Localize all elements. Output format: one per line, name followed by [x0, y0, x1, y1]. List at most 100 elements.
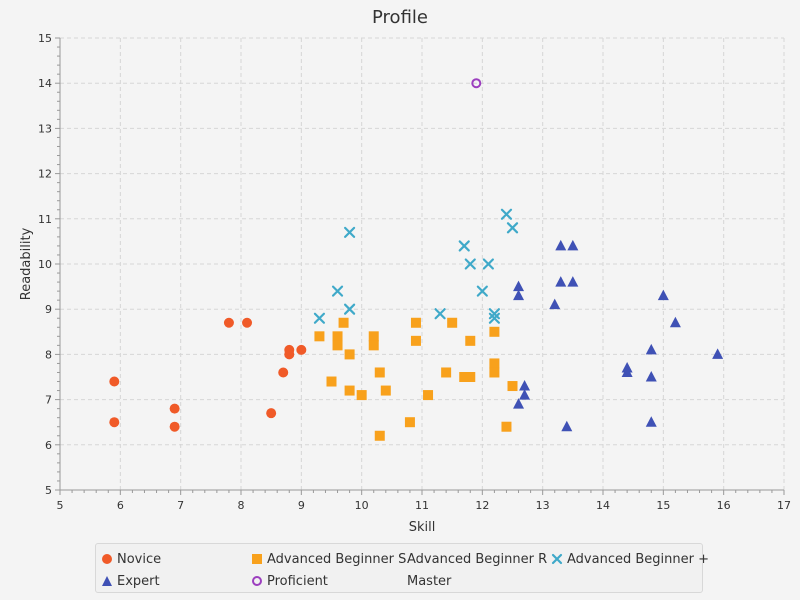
legend-label: Advanced Beginner + [567, 551, 709, 567]
data-point [657, 289, 669, 301]
data-points [109, 78, 724, 441]
x-tick-label: 11 [415, 499, 429, 512]
y-tick-label: 9 [45, 303, 52, 316]
data-point [169, 421, 180, 432]
x-tick-label: 10 [355, 499, 369, 512]
data-point [519, 389, 531, 400]
data-point [368, 331, 379, 342]
data-point [332, 331, 343, 342]
data-point [507, 381, 518, 392]
data-point [489, 367, 500, 378]
x-tick-label: 6 [117, 499, 124, 512]
legend-item-advanced-beginner-r: Advanced Beginner R [407, 550, 547, 568]
data-point [423, 390, 434, 401]
data-point [645, 416, 657, 427]
data-point [296, 344, 307, 355]
legend-label: Proficient [267, 573, 328, 589]
data-point [567, 276, 579, 287]
square-marker-icon [252, 554, 262, 564]
data-point [374, 367, 385, 378]
legend-label: Advanced Beginner R [407, 551, 548, 567]
data-point [500, 208, 513, 220]
x-axis-label: Skill [409, 520, 436, 535]
data-point [555, 276, 567, 287]
data-point [313, 312, 326, 324]
data-point [404, 417, 415, 428]
data-point [476, 285, 488, 297]
data-point [488, 312, 500, 324]
x-tick-label: 13 [536, 499, 550, 512]
legend-item-advanced-beginner-plus: Advanced Beginner + [551, 550, 709, 568]
data-point [169, 403, 180, 414]
data-point [266, 408, 277, 419]
data-point [567, 239, 579, 251]
y-axis-label: Readability [19, 227, 34, 300]
data-point [447, 317, 458, 328]
data-point [465, 372, 476, 382]
x-tick-label: 12 [475, 499, 489, 512]
data-point [464, 258, 476, 270]
data-point [368, 340, 379, 351]
x-tick-label: 15 [656, 499, 670, 512]
data-point [712, 348, 724, 359]
data-point [434, 308, 446, 320]
data-point [459, 372, 470, 382]
data-point [489, 358, 500, 369]
y-tick-label: 11 [38, 213, 52, 226]
data-point [482, 258, 494, 270]
data-point [344, 303, 356, 315]
data-point [344, 226, 356, 238]
y-tick-label: 6 [45, 439, 52, 452]
legend-item-expert: Expert [101, 572, 160, 590]
data-point [645, 343, 657, 355]
y-tick-label: 13 [38, 122, 52, 135]
chart-title: Profile [372, 7, 428, 28]
data-point [344, 385, 355, 396]
data-point [410, 335, 421, 346]
data-point [506, 222, 519, 234]
triangle-marker-icon [102, 576, 112, 586]
legend-item-novice: Novice [101, 550, 161, 568]
y-tick-label: 8 [45, 348, 52, 361]
x-tick-label: 8 [238, 499, 245, 512]
data-point [332, 340, 343, 351]
legend: Novice Advanced Beginner S Advanced Begi… [95, 543, 709, 593]
legend-label: Expert [117, 573, 160, 589]
data-point [338, 317, 349, 328]
data-point [109, 376, 120, 387]
data-point [441, 367, 452, 378]
data-point [242, 317, 253, 328]
grid [59, 37, 785, 491]
data-point [109, 417, 120, 428]
x-tick-label: 14 [596, 499, 610, 512]
data-point [621, 366, 633, 377]
data-point [331, 285, 344, 297]
data-point [519, 380, 531, 391]
legend-item-master: Master [407, 572, 451, 590]
data-point [501, 421, 512, 432]
y-tick-label: 10 [38, 258, 52, 271]
data-point [645, 371, 657, 382]
data-point [314, 331, 325, 342]
x-tick-label: 16 [717, 499, 731, 512]
data-point [380, 385, 391, 396]
x-marker-icon [551, 553, 563, 565]
y-tick-label: 7 [45, 394, 52, 407]
legend-item-advanced-beginner-s: Advanced Beginner S [251, 550, 406, 568]
data-point [561, 420, 573, 432]
y-tick-label: 12 [38, 168, 52, 181]
data-point [555, 239, 567, 251]
axes: 5 6 7 8 9 10 11 12 13 14 15 16 17 5 6 7 8 9 10 11 12 13 14 15 [38, 32, 791, 512]
data-point [465, 335, 476, 346]
data-point [513, 289, 525, 301]
data-point [669, 316, 681, 328]
data-point [471, 78, 482, 89]
x-tick-label: 7 [177, 499, 184, 512]
x-tick-label: 5 [57, 499, 64, 512]
data-point [549, 298, 561, 310]
open-circle-marker-icon [252, 576, 262, 586]
data-point [410, 317, 421, 328]
x-tick-label: 9 [298, 499, 305, 512]
y-tick-label: 5 [45, 484, 52, 497]
